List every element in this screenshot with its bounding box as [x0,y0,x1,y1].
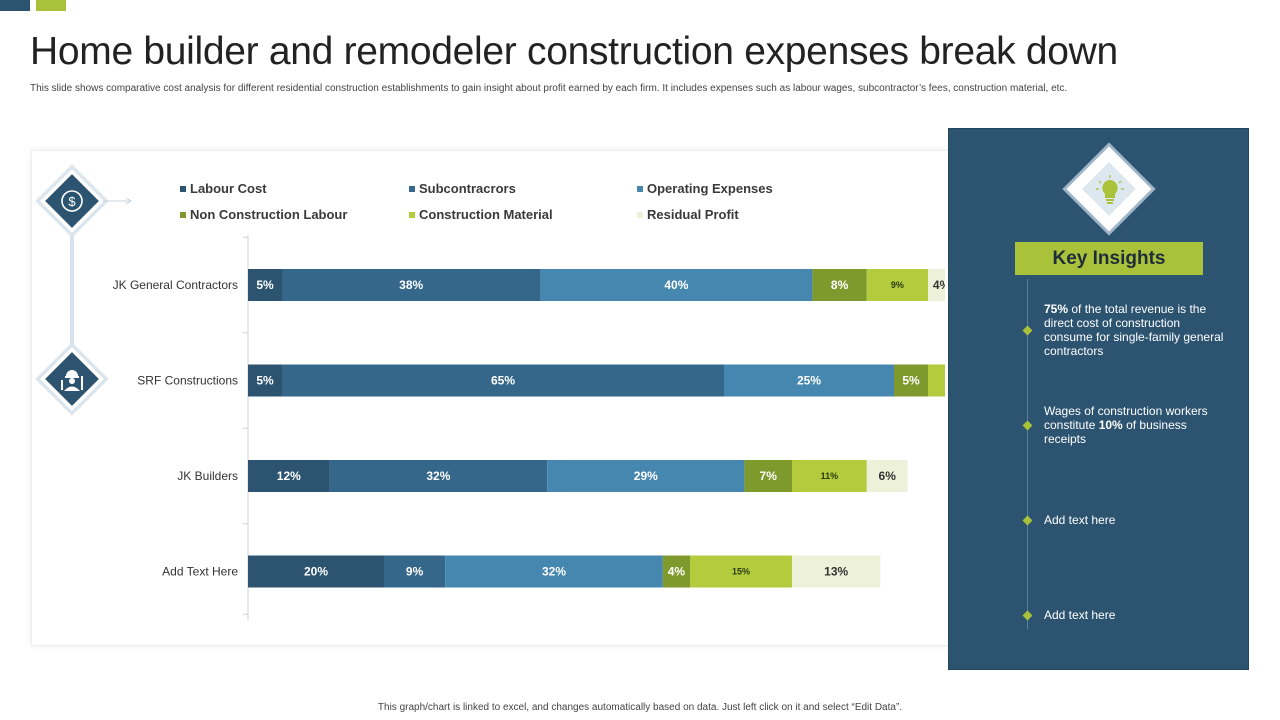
data-label: 32% [426,469,450,483]
page-subtitle: This slide shows comparative cost analys… [30,83,1068,94]
data-label: 12% [277,469,301,483]
corner-accent-dark [0,0,30,11]
connector-line [70,230,74,360]
legend-construction-material: Construction Material [409,207,553,222]
insight-3: Add text here [1044,513,1116,527]
bar-segment [329,460,548,492]
bar-segment [812,269,867,301]
bar-segment [445,555,663,588]
category-label: Add Text Here [162,565,238,579]
category-label: JK General Contractors [113,278,238,292]
bar-segment [792,555,881,588]
category-label: JK Builders [177,469,238,483]
insight-bullet [1022,325,1033,336]
bar-segment [928,269,945,301]
data-label: 32% [542,565,566,579]
insight-bullet [1022,420,1033,431]
page-title: Home builder and remodeler construction … [30,30,1118,73]
bar-segment [248,364,282,397]
bar-segment [744,460,792,492]
data-label: 5% [256,278,274,292]
legend-labour-cost: Labour Cost [180,181,267,196]
data-label: 7% [760,469,778,483]
insight-bullet [1022,515,1033,526]
bar-segment [792,460,867,492]
data-label: 25% [797,374,821,388]
construction-worker-icon [49,356,95,402]
category-label: SRF Constructions [137,374,238,388]
data-label: 29% [634,469,658,483]
data-label: 65% [491,374,515,388]
insight-1: 75% of the total revenue is the direct c… [1044,302,1224,358]
key-insights-panel: Key Insights 75% of the total revenue is… [948,128,1249,670]
legend-swatch [637,211,643,218]
dollar-coin-icon: $ [49,178,95,224]
footer-note: This graph/chart is linked to excel, and… [377,702,903,713]
bar-segment [928,364,945,397]
insight-bullet [1022,610,1033,621]
data-label: 15% [732,567,750,577]
data-label: 38% [399,278,423,292]
bar-segment [547,460,745,492]
legend-residual-profit: Residual Profit [637,207,739,222]
legend-swatch [180,185,186,192]
legend-swatch [637,185,643,192]
insights-timeline [1027,279,1028,629]
arrow-icon [103,197,132,205]
data-label: 5% [902,374,920,388]
data-label: 20% [304,565,328,579]
data-label: 4% [668,565,686,579]
corner-accent-green [36,0,66,11]
stacked-bar-chart: JK General Contractors 5% 38% 40% 8% 9% 4% SRF … [113,235,945,620]
legend-non-construction-labour: Non Construction Labour [180,207,347,222]
bar-segment [662,555,690,588]
bar-segment [894,364,928,397]
data-label: 5% [256,374,274,388]
bar-segment [248,460,330,492]
data-label: 13% [824,565,848,579]
bar-segment [540,269,813,301]
bar-segment [384,555,446,588]
legend-swatch [180,211,186,218]
bar-segment [282,269,541,301]
data-label: 40% [664,278,688,292]
bar-segment [866,460,908,492]
data-label: 6% [879,469,897,483]
legend-operating-expenses: Operating Expenses [637,181,773,196]
insight-2: Wages of construction workers constitute… [1044,404,1208,446]
data-label: 9% [406,565,424,579]
bar-segment [866,269,928,301]
bar-segment [724,364,894,397]
bar-segment [282,364,724,397]
bar-segment [248,269,282,301]
bar-segment [690,555,792,588]
bar-segment [248,555,384,588]
data-label: 11% [821,471,839,481]
legend-swatch [409,185,415,192]
insight-4: Add text here [1044,608,1116,622]
data-label: 9% [891,280,904,290]
key-insights-header: Key Insights [1015,242,1203,275]
data-label: 4% [933,278,945,292]
svg-text:$: $ [68,194,76,209]
legend-swatch [409,211,415,218]
data-label: 8% [831,278,849,292]
lightbulb-icon [1079,161,1141,223]
legend-subcontractors: Subcontracrors [409,181,516,196]
